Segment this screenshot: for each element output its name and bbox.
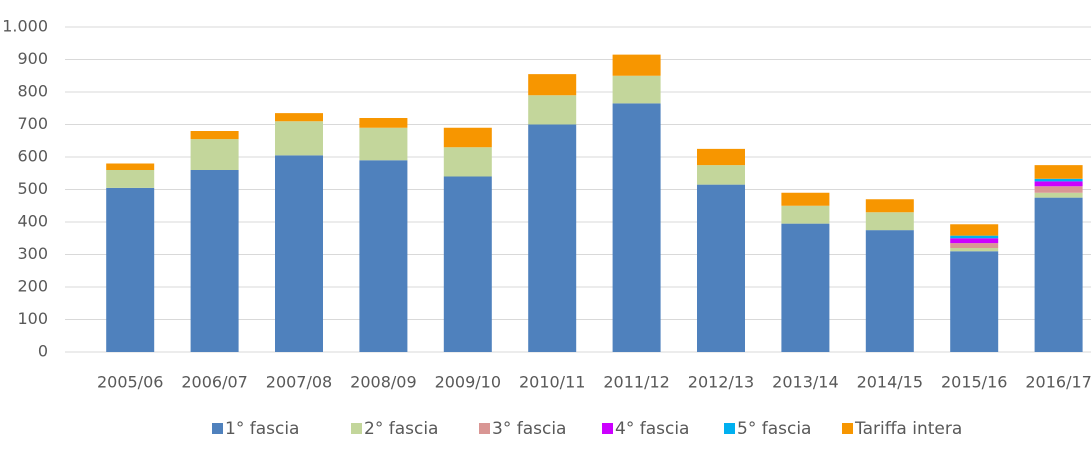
bar-segment	[359, 118, 408, 128]
bar-segment	[697, 165, 745, 185]
legend-swatch	[602, 423, 613, 434]
bar-segment	[190, 131, 239, 140]
legend-label: 1° fascia	[225, 419, 299, 439]
bar-segment	[1034, 178, 1083, 182]
bar-segment	[950, 235, 999, 239]
x-tick-label: 2014/15	[857, 373, 923, 392]
bar-segment	[781, 192, 830, 206]
bar-segment	[443, 147, 492, 177]
y-tick-label: 400	[17, 212, 48, 231]
bar-segment	[190, 170, 239, 352]
bar-segment	[697, 184, 745, 352]
x-tick-label: 2016/17	[1025, 373, 1091, 392]
legend-swatch	[479, 423, 490, 434]
legend-label: 3° fascia	[492, 419, 566, 439]
x-tick-label: 2010/11	[519, 373, 585, 392]
bar-segment	[1034, 186, 1083, 193]
bar-segment	[106, 170, 155, 188]
bar-segment	[950, 243, 999, 248]
legend-label: Tariffa intera	[854, 419, 962, 439]
y-tick-label: 500	[17, 179, 48, 198]
bar-segment	[1034, 197, 1083, 352]
bar-segment	[950, 251, 999, 352]
bar-segment	[950, 248, 999, 252]
bar-segment	[275, 113, 323, 122]
bar-segment	[275, 121, 323, 156]
bar-segment	[612, 54, 661, 76]
legend-label: 5° fascia	[737, 419, 811, 439]
bar-segment	[359, 127, 408, 161]
bar-segment	[865, 230, 914, 352]
x-tick-label: 2011/12	[603, 373, 669, 392]
bar-segment	[528, 124, 577, 352]
bar-segment	[865, 212, 914, 231]
x-tick-label: 2012/13	[688, 373, 754, 392]
y-tick-label: 700	[17, 114, 48, 133]
y-tick-label: 0	[38, 342, 48, 361]
y-tick-label: 1.000	[2, 17, 48, 36]
legend-swatch	[842, 423, 853, 434]
bar-segment	[106, 187, 155, 352]
bar-segment	[1034, 192, 1083, 198]
x-tick-label: 2008/09	[350, 373, 416, 392]
bar-segment	[1034, 165, 1083, 179]
y-tick-label: 800	[17, 82, 48, 101]
bar-segment	[528, 74, 577, 96]
bar-segment	[359, 160, 408, 352]
y-tick-label: 300	[17, 244, 48, 263]
legend-label: 2° fascia	[364, 419, 438, 439]
y-tick-label: 200	[17, 277, 48, 296]
bar-segment	[950, 224, 999, 236]
legend-label: 4° fascia	[615, 419, 689, 439]
bar-segment	[697, 148, 745, 166]
legend-swatch	[212, 423, 223, 434]
bar-segment	[443, 176, 492, 352]
x-tick-label: 2013/14	[772, 373, 838, 392]
bar-segment	[1034, 181, 1083, 187]
bar-segment	[612, 103, 661, 352]
y-tick-label: 100	[17, 309, 48, 328]
bar-segment	[190, 139, 239, 170]
legend-swatch	[724, 423, 735, 434]
bar-segment	[781, 205, 830, 224]
bar-segment	[781, 223, 830, 352]
bar-segment	[528, 95, 577, 125]
bar-segment	[443, 127, 492, 148]
bar-segment	[865, 199, 914, 213]
x-tick-label: 2006/07	[181, 373, 247, 392]
x-tick-label: 2009/10	[435, 373, 501, 392]
bar-segment	[275, 155, 323, 352]
bar-segment	[106, 163, 155, 170]
x-tick-label: 2015/16	[941, 373, 1007, 392]
bar-segment	[612, 75, 661, 104]
x-tick-label: 2005/06	[97, 373, 163, 392]
y-tick-label: 900	[17, 49, 48, 68]
x-tick-label: 2007/08	[266, 373, 332, 392]
bar-segment	[950, 238, 999, 244]
legend-swatch	[351, 423, 362, 434]
y-tick-label: 600	[17, 147, 48, 166]
